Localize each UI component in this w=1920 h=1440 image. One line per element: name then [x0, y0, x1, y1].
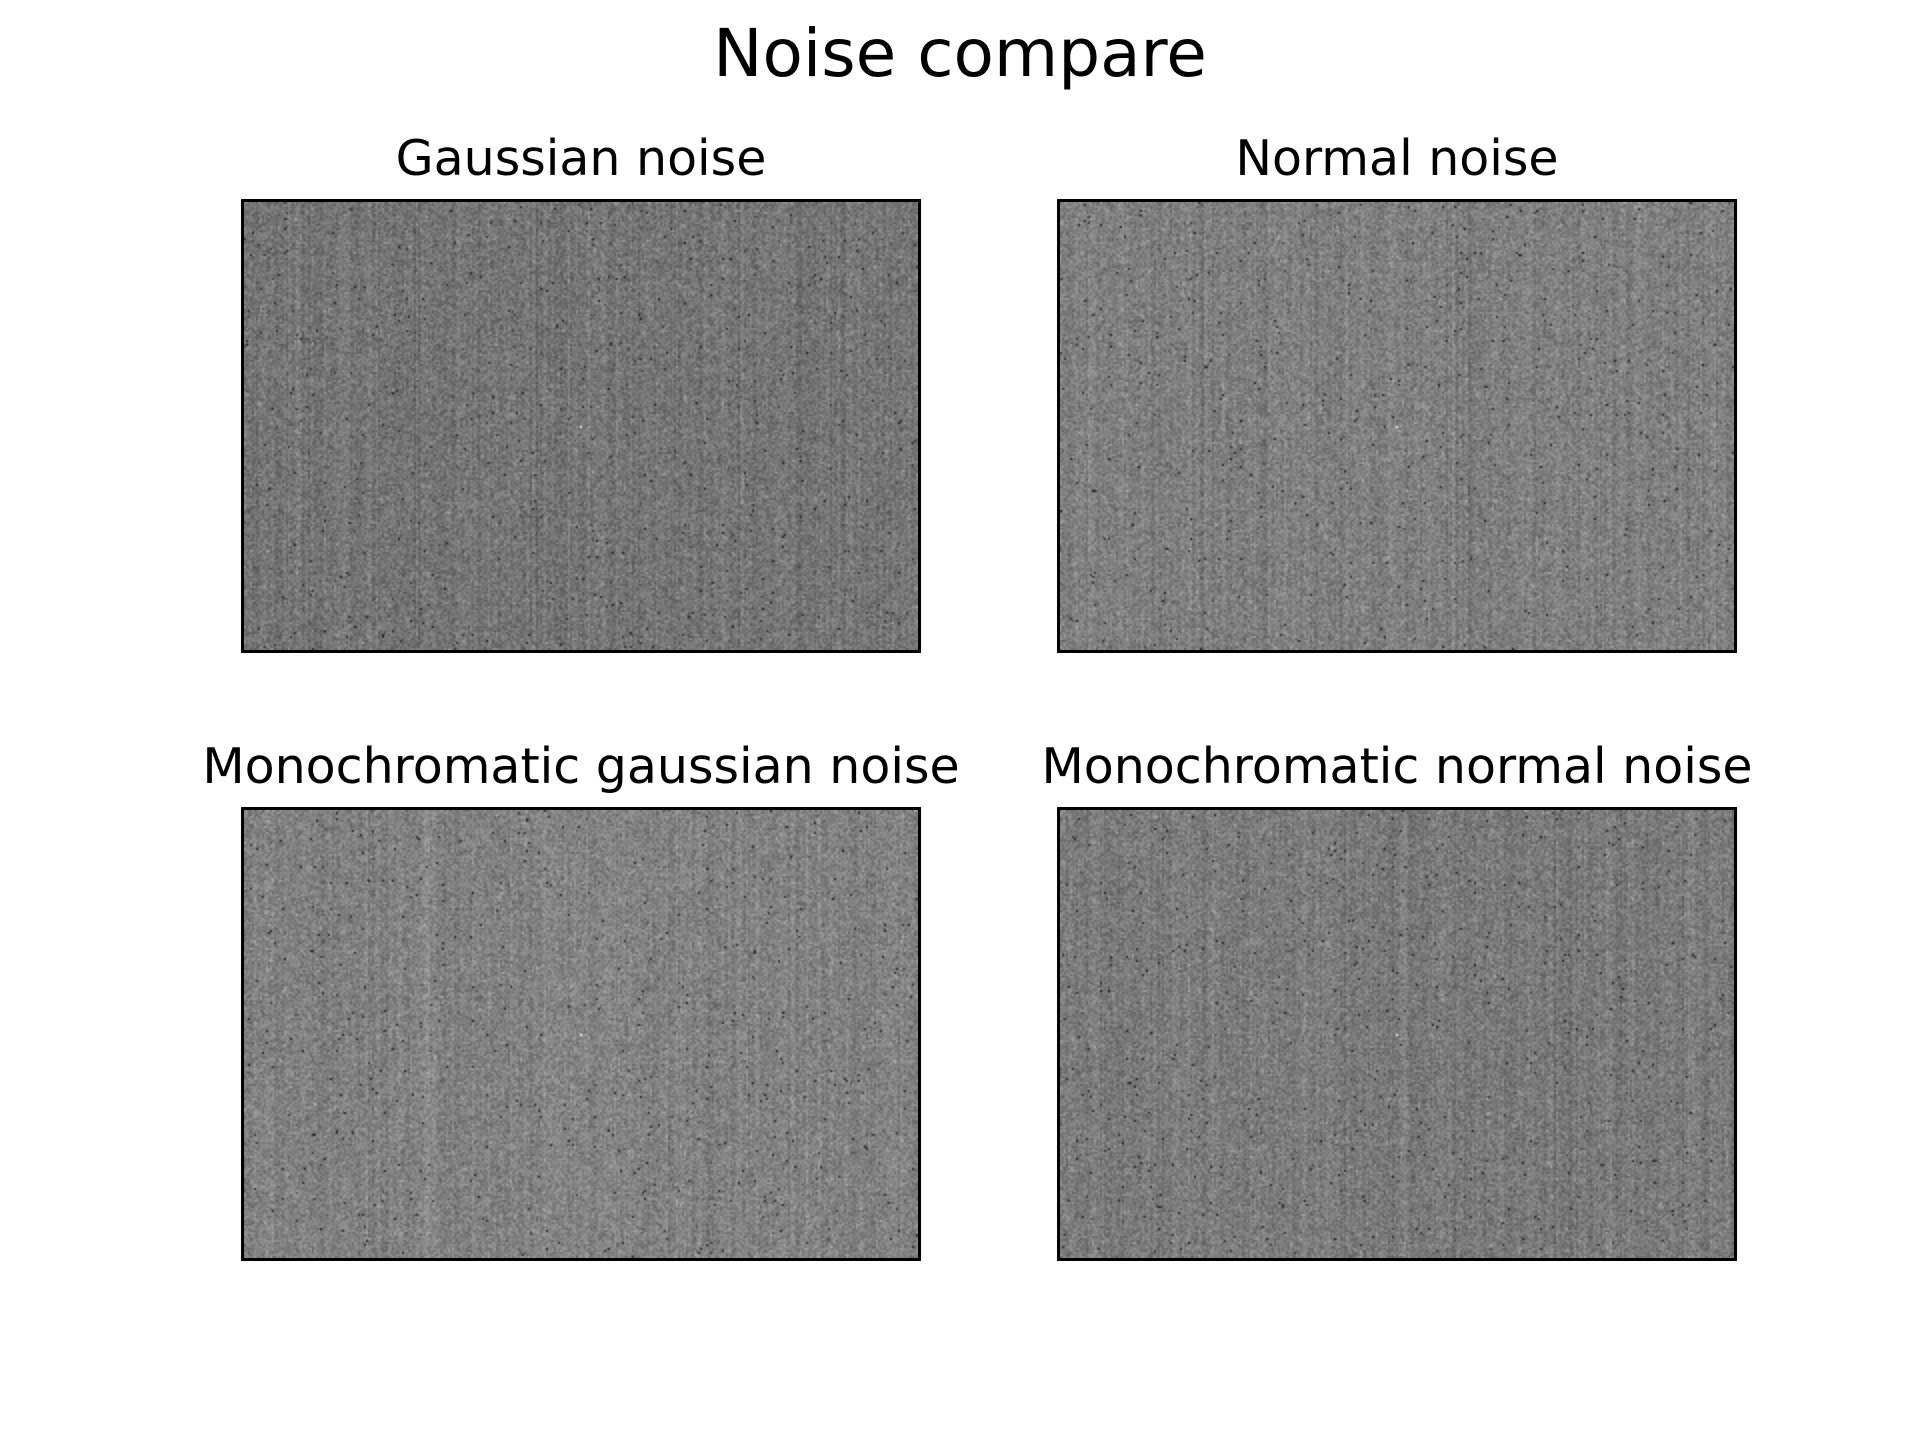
noise-image-mono-normal: [1060, 810, 1734, 1258]
panel-title-mono-gaussian: Monochromatic gaussian noise: [202, 738, 960, 795]
figure-title: Noise compare: [713, 15, 1207, 92]
panel-mono-normal-noise: [1057, 807, 1737, 1261]
panel-title-normal: Normal noise: [1235, 130, 1559, 187]
panel-title-gaussian: Gaussian noise: [395, 130, 767, 187]
panel-gaussian-noise: [241, 199, 921, 653]
noise-image-normal: [1060, 202, 1734, 650]
panel-title-mono-normal: Monochromatic normal noise: [1041, 738, 1753, 795]
panel-normal-noise: [1057, 199, 1737, 653]
noise-image-mono-gaussian: [244, 810, 918, 1258]
noise-image-gaussian: [244, 202, 918, 650]
panel-mono-gaussian-noise: [241, 807, 921, 1261]
